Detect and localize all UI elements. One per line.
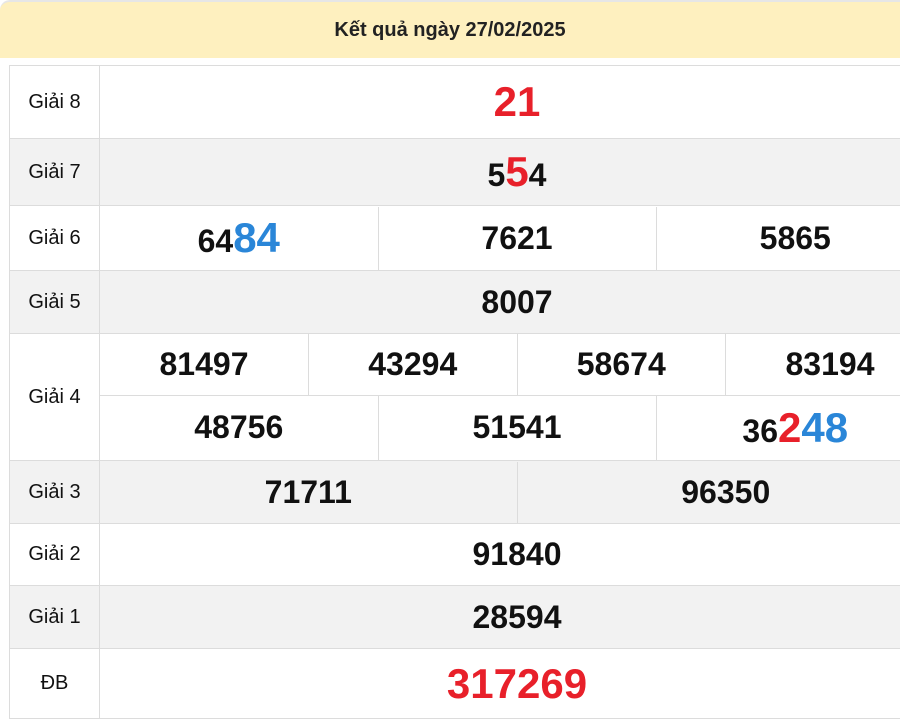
number-digits: 28594 — [473, 599, 562, 635]
prize-number: 554 — [100, 140, 900, 205]
number-digits: 36 — [742, 413, 778, 449]
number-digits: 81497 — [160, 346, 249, 382]
prize-numbers: 554 — [100, 139, 900, 206]
prize-numbers: 6484 7621 5865 — [100, 206, 900, 271]
prize-number: 21 — [100, 67, 900, 138]
prize-number: 7621 — [378, 207, 656, 270]
number-digits: 83194 — [786, 346, 875, 382]
number-digits: 48 — [801, 404, 848, 451]
number-digits: 58674 — [577, 346, 666, 382]
prize-numbers: 8007 — [100, 271, 900, 334]
prize-number: 58674 — [517, 334, 726, 395]
number-digits: 4 — [529, 157, 547, 193]
prize-label: Giải 4 — [10, 334, 100, 461]
number-digits: 5865 — [760, 220, 831, 256]
prize-number: 96350 — [517, 462, 900, 523]
prize-numbers: 21 — [100, 66, 900, 139]
number-digits: 5 — [488, 157, 506, 193]
prize-number: 8007 — [100, 272, 900, 333]
prize-label: Giải 3 — [10, 461, 100, 524]
prize-number: 28594 — [100, 587, 900, 648]
prize-number: 6484 — [100, 207, 378, 270]
prize-label: Giải 5 — [10, 271, 100, 334]
prize-row: Giải 8 21 — [10, 66, 900, 139]
prize-label: Giải 6 — [10, 206, 100, 271]
prize-label: ĐB — [10, 649, 100, 719]
number-digits: 71711 — [265, 474, 352, 510]
prize-numbers: 71711 96350 — [100, 461, 900, 524]
number-digits: 2 — [778, 404, 801, 451]
prize-number: 5865 — [656, 207, 900, 270]
prize-numbers: 317269 — [100, 649, 900, 719]
prize-number: 43294 — [309, 334, 518, 395]
results-date-header: Kết quả ngày 27/02/2025 — [0, 0, 900, 58]
prize-label: Giải 7 — [10, 139, 100, 206]
number-digits: 7621 — [481, 220, 552, 256]
prize-label: Giải 1 — [10, 586, 100, 649]
prize-numbers: 28594 — [100, 586, 900, 649]
prize-number: 36248 — [656, 396, 900, 460]
prize-number: 81497 — [100, 334, 309, 395]
prize-number: 71711 — [100, 462, 517, 523]
prize-numbers: 81497 43294 58674 83194 48756 51541 36248 — [100, 334, 900, 461]
number-digits: 21 — [494, 78, 541, 125]
prize-row: ĐB 317269 — [10, 649, 900, 719]
prize-label: Giải 8 — [10, 66, 100, 139]
prize-row: Giải 1 28594 — [10, 586, 900, 649]
number-digits: 317269 — [447, 660, 587, 707]
number-digits: 51541 — [473, 409, 562, 445]
prize-number: 83194 — [726, 334, 900, 395]
number-digits: 8007 — [481, 284, 552, 320]
prize-row: Giải 5 8007 — [10, 271, 900, 334]
number-digits: 96350 — [681, 474, 770, 510]
number-digits: 43294 — [368, 346, 457, 382]
prize-label: Giải 2 — [10, 524, 100, 586]
prize-numbers: 91840 — [100, 524, 900, 586]
number-digits: 5 — [505, 148, 528, 195]
prize-row: Giải 3 71711 96350 — [10, 461, 900, 524]
prize-number: 317269 — [100, 650, 900, 718]
prize-number: 48756 — [100, 396, 378, 460]
number-digits: 84 — [233, 214, 280, 261]
number-digits: 48756 — [194, 409, 283, 445]
prize-number: 91840 — [100, 525, 900, 585]
header-title: Kết quả ngày 27/02/2025 — [334, 19, 565, 42]
prize-row: Giải 4 81497 43294 58674 83194 48756 51541 3624… — [10, 334, 900, 461]
number-digits: 91840 — [473, 536, 562, 572]
prize-row: Giải 2 91840 — [10, 524, 900, 586]
prize-number: 51541 — [378, 396, 656, 460]
number-digits: 64 — [198, 223, 234, 259]
